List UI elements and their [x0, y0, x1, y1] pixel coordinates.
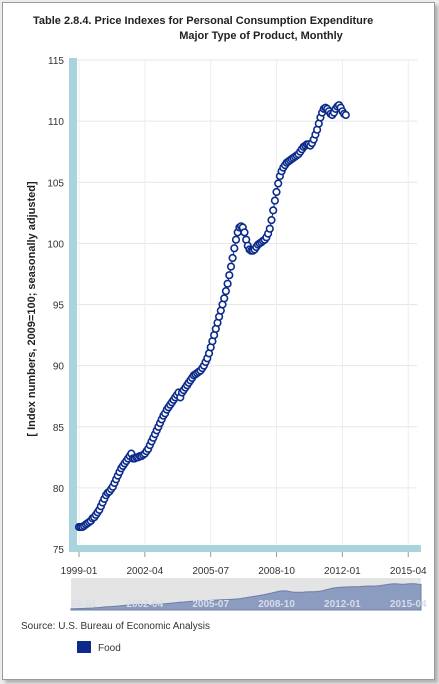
- data-point[interactable]: [231, 235, 241, 244]
- data-point[interactable]: [223, 279, 232, 288]
- navigator[interactable]: 99-01 2002-04 2005-07 2008-10 2012-01 2015-04: [70, 578, 427, 611]
- data-point[interactable]: [270, 196, 280, 205]
- series-food-points: [74, 101, 350, 532]
- y-tick-label: 80: [53, 484, 65, 495]
- navigator-label: 2015-04: [390, 599, 427, 610]
- y-tick-label: 85: [53, 423, 65, 434]
- data-point[interactable]: [220, 294, 229, 303]
- y-tick-label: 115: [48, 56, 64, 67]
- y-tick-label: 110: [48, 117, 64, 128]
- gridlines: [77, 59, 417, 550]
- x-tick-label: 1999-01: [61, 566, 98, 577]
- data-point[interactable]: [240, 228, 249, 237]
- x-tick-label: 2015-04: [390, 566, 427, 577]
- x-scrollbar[interactable]: [69, 545, 421, 552]
- y-tick-label: 105: [47, 178, 64, 189]
- navigator-label: 2008-10: [258, 599, 295, 610]
- data-point[interactable]: [230, 244, 239, 253]
- chart-frame: Table 2.8.4. Price Indexes for Personal …: [2, 2, 435, 680]
- data-point[interactable]: [269, 206, 278, 215]
- legend-label-food[interactable]: Food: [98, 643, 121, 654]
- y-tick-labels: 75 80 85 90 95 100 105 110 115: [47, 56, 64, 556]
- navigator-labels: 99-01 2002-04 2005-07 2008-10 2012-01 2015-04: [71, 599, 427, 610]
- source-text: Source: U.S. Bureau of Economic Analysis: [21, 621, 210, 632]
- data-point[interactable]: [221, 287, 230, 296]
- y-tick-label: 75: [53, 545, 65, 556]
- navigator-label: 2005-07: [192, 599, 229, 610]
- x-tick-label: 2008-10: [258, 566, 295, 577]
- chart: Table 2.8.4. Price Indexes for Personal …: [21, 15, 427, 654]
- data-point[interactable]: [272, 187, 281, 197]
- y-tick-label: 95: [53, 301, 65, 312]
- y-axis-title: [ Index numbers, 2009=100; seasonally ad…: [26, 181, 38, 437]
- data-point[interactable]: [267, 216, 276, 225]
- chart-title-line2: Major Type of Product, Monthly: [179, 30, 343, 42]
- data-point[interactable]: [228, 253, 237, 263]
- y-tick-label: 90: [53, 362, 65, 373]
- series-food-line: [79, 104, 347, 528]
- data-point[interactable]: [226, 262, 236, 271]
- data-point[interactable]: [341, 110, 350, 120]
- y-scrollbar[interactable]: [69, 58, 77, 551]
- data-point[interactable]: [265, 224, 274, 233]
- x-tick-labels: 1999-01 2002-04 2005-07 2008-10 2012-01 2015-…: [61, 552, 427, 577]
- x-tick-label: 2005-07: [192, 566, 229, 577]
- legend-swatch-food[interactable]: [77, 641, 91, 653]
- navigator-area: [70, 583, 422, 611]
- y-tick-label: 100: [47, 239, 64, 250]
- navigator-label: 2002-04: [126, 599, 163, 610]
- series-food-path: [79, 104, 347, 528]
- data-point[interactable]: [274, 179, 283, 188]
- x-tick-label: 2012-01: [324, 566, 361, 577]
- data-point[interactable]: [225, 271, 234, 280]
- navigator-label: 99-01: [71, 599, 97, 610]
- x-tick-label: 2002-04: [126, 566, 163, 577]
- chart-title-line1: Table 2.8.4. Price Indexes for Personal …: [33, 15, 373, 27]
- navigator-label: 2012-01: [324, 599, 361, 610]
